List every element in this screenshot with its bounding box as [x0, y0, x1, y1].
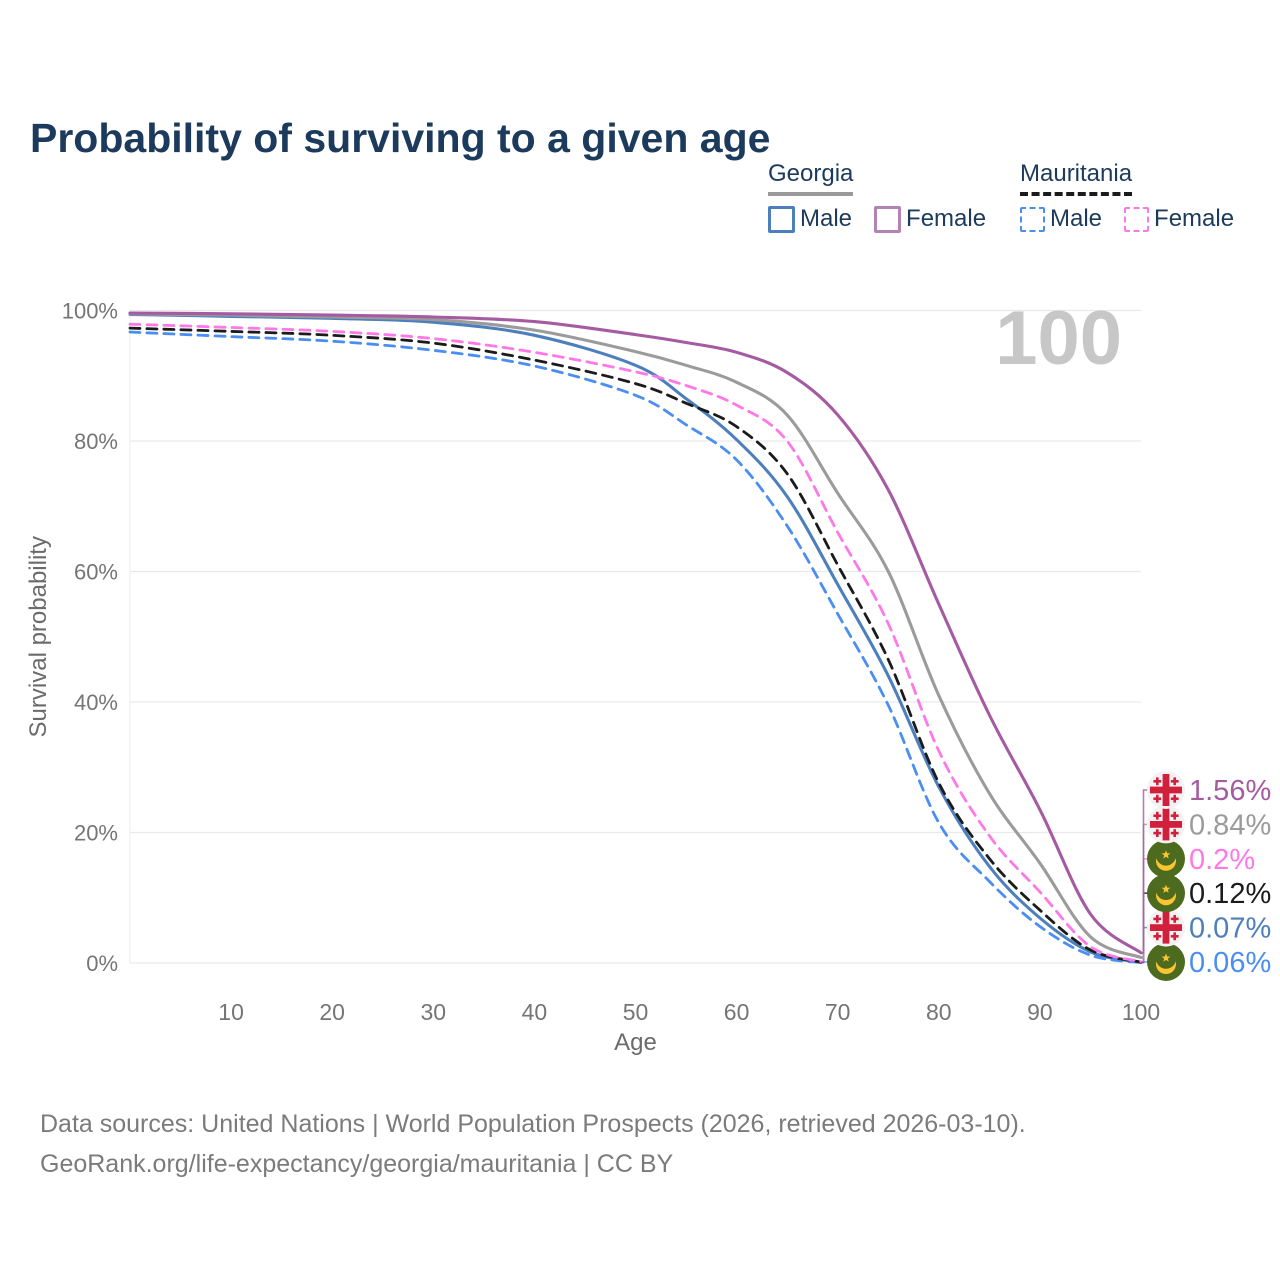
legend-label-mauritania-male: Male	[1050, 205, 1103, 232]
georgia-female-swatch-icon	[874, 205, 902, 233]
x-tick-label: 90	[1027, 999, 1053, 1025]
mauritania-flag-icon	[1147, 839, 1185, 878]
y-tick-label: 0%	[86, 951, 118, 976]
series-line-georgia-female[interactable]	[128, 311, 1143, 955]
legend-label-georgia-female: Female	[906, 205, 987, 232]
end-value-label-mauritania: 0.12%	[1189, 878, 1271, 910]
legend-group-mauritania: Mauritania Male Female	[1020, 160, 1234, 233]
legend-label-georgia-male: Male	[800, 205, 853, 232]
mauritania-female-swatch-icon	[1124, 206, 1150, 232]
y-tick-label: 80%	[74, 429, 118, 454]
series-line-mauritania[interactable]	[128, 326, 1143, 964]
georgia-flag-icon	[1147, 771, 1185, 809]
page-title: Probability of surviving to a given age	[30, 115, 771, 162]
legend-item-mauritania-female[interactable]: Female	[1124, 205, 1234, 233]
x-tick-label: 70	[825, 999, 851, 1025]
georgia-flag-icon	[1147, 805, 1185, 844]
y-axis-title: Survival probability	[25, 536, 52, 737]
end-label-leader-line	[1141, 858, 1152, 963]
end-value-label-mauritania-female: 0.2%	[1189, 844, 1255, 876]
legend-item-georgia-female[interactable]: Female	[874, 205, 986, 233]
series-line-georgia-male[interactable]	[128, 312, 1143, 965]
y-tick-label: 60%	[74, 560, 118, 585]
legend-item-georgia-male[interactable]: Male	[768, 205, 852, 233]
x-axis-title: Age	[614, 1029, 657, 1056]
footer-attribution-link: GeoRank.org/life-expectancy/georgia/maur…	[40, 1150, 674, 1178]
end-value-label-georgia-male: 0.07%	[1189, 913, 1271, 945]
legend-mauritania-header[interactable]: Mauritania	[1020, 160, 1133, 196]
y-tick-label: 40%	[74, 690, 118, 715]
legend-georgia-header[interactable]: Georgia	[768, 160, 854, 196]
series-line-mauritania-male[interactable]	[128, 330, 1143, 964]
mauritania-male-swatch-icon	[1020, 206, 1045, 232]
end-value-label-georgia: 0.84%	[1189, 809, 1271, 841]
legend-item-mauritania-male[interactable]: Male	[1020, 205, 1102, 233]
x-tick-label: 40	[522, 999, 548, 1025]
georgia-male-swatch-icon	[768, 205, 795, 233]
series-line-mauritania-female[interactable]	[128, 322, 1143, 964]
series-line-georgia[interactable]	[128, 312, 1143, 960]
legend-group-georgia: Georgia Male Female	[768, 160, 986, 233]
mauritania-flag-icon	[1147, 874, 1185, 913]
x-tick-label: 50	[623, 999, 649, 1025]
mauritania-flag-icon	[1147, 943, 1185, 981]
footer-data-sources: Data sources: United Nations | World Pop…	[40, 1110, 1026, 1138]
legend-label-mauritania-female: Female	[1154, 205, 1235, 232]
y-tick-label: 20%	[74, 821, 118, 846]
footer: Data sources: United Nations | World Pop…	[40, 1104, 1026, 1184]
end-value-label-georgia-female: 1.56%	[1189, 775, 1271, 807]
x-tick-label: 80	[926, 999, 952, 1025]
x-tick-label: 10	[218, 999, 244, 1025]
georgia-flag-icon	[1147, 908, 1185, 947]
end-value-label-mauritania-male: 0.06%	[1189, 947, 1271, 979]
y-tick-label: 100%	[62, 299, 118, 324]
x-tick-label: 60	[724, 999, 750, 1025]
x-tick-label: 20	[319, 999, 345, 1025]
age-watermark: 100	[995, 296, 1122, 381]
x-tick-label: 30	[421, 999, 447, 1025]
x-tick-label: 100	[1122, 999, 1160, 1025]
